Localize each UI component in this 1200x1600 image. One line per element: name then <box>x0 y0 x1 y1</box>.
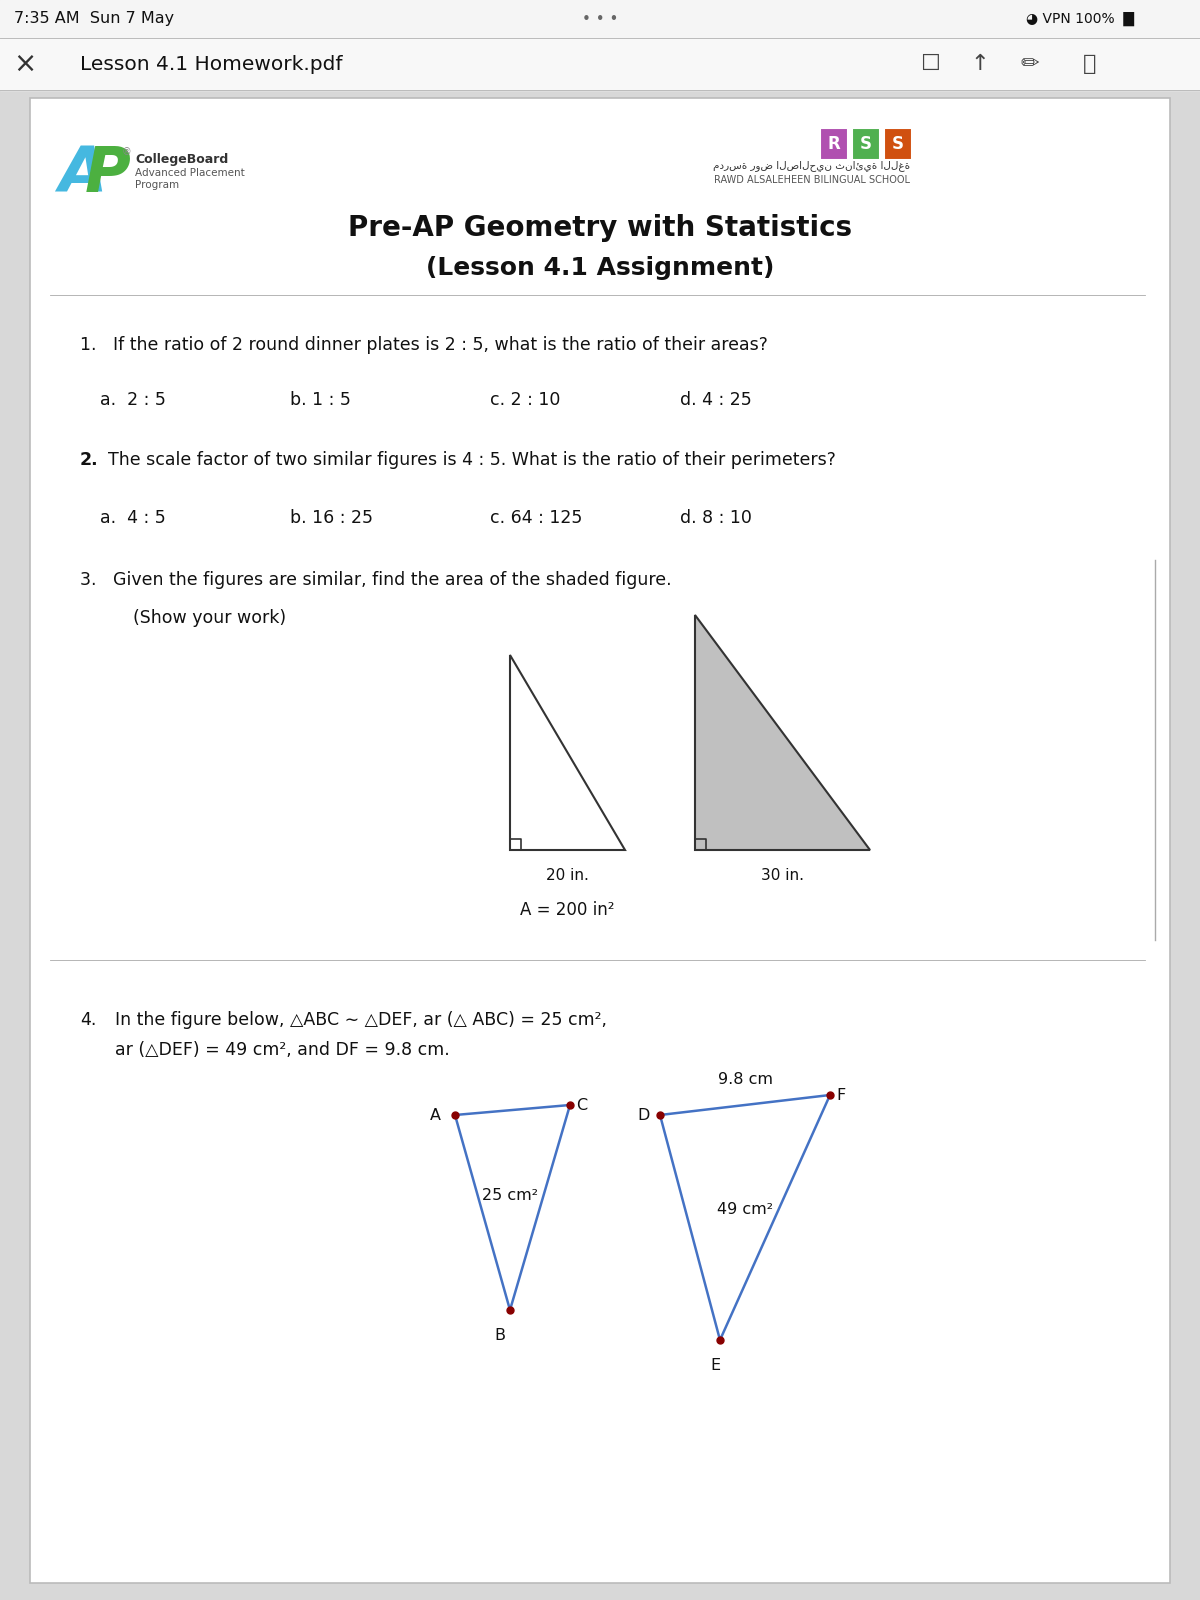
Bar <box>820 128 848 160</box>
Text: ☐: ☐ <box>920 54 940 74</box>
Text: مدرسة روض الصالحين ثنائية اللغة: مدرسة روض الصالحين ثنائية اللغة <box>713 160 910 171</box>
Text: Advanced Placement: Advanced Placement <box>134 168 245 178</box>
Text: (Show your work): (Show your work) <box>100 610 286 627</box>
Text: ®: ® <box>122 147 132 157</box>
Text: Program: Program <box>134 179 179 190</box>
Text: d. 8 : 10: d. 8 : 10 <box>680 509 752 526</box>
Text: Pre-AP Geometry with Statistics: Pre-AP Geometry with Statistics <box>348 214 852 242</box>
Text: c. 2 : 10: c. 2 : 10 <box>490 390 560 410</box>
Text: D: D <box>637 1107 650 1123</box>
Text: 25 cm²: 25 cm² <box>482 1187 538 1203</box>
Text: 30 in.: 30 in. <box>761 867 804 883</box>
Text: b. 1 : 5: b. 1 : 5 <box>290 390 350 410</box>
Polygon shape <box>455 1106 570 1310</box>
Polygon shape <box>660 1094 830 1341</box>
Text: In the figure below, △ABC ∼ △DEF, ar (△ ABC) = 25 cm²,: In the figure below, △ABC ∼ △DEF, ar (△ … <box>115 1011 607 1029</box>
Text: A: A <box>58 146 107 205</box>
Text: ×: × <box>13 50 37 78</box>
Text: ◕ VPN 100%  █: ◕ VPN 100% █ <box>1026 11 1134 26</box>
Bar <box>884 128 912 160</box>
Text: 4.: 4. <box>80 1011 96 1029</box>
Text: (Lesson 4.1 Assignment): (Lesson 4.1 Assignment) <box>426 256 774 280</box>
Bar <box>852 128 880 160</box>
Text: E: E <box>710 1358 720 1373</box>
Text: Lesson 4.1 Homework.pdf: Lesson 4.1 Homework.pdf <box>80 54 342 74</box>
Text: a.  4 : 5: a. 4 : 5 <box>100 509 166 526</box>
Text: 1.   If the ratio of 2 round dinner plates is 2 : 5, what is the ratio of their : 1. If the ratio of 2 round dinner plates… <box>80 336 768 354</box>
Text: a.  2 : 5: a. 2 : 5 <box>100 390 166 410</box>
Text: 49 cm²: 49 cm² <box>718 1203 773 1218</box>
Text: 20 in.: 20 in. <box>546 867 589 883</box>
Text: A = 200 in²: A = 200 in² <box>520 901 614 918</box>
Text: B: B <box>494 1328 505 1342</box>
Text: ar (△DEF) = 49 cm², and DF = 9.8 cm.: ar (△DEF) = 49 cm², and DF = 9.8 cm. <box>115 1042 450 1059</box>
Polygon shape <box>695 614 870 850</box>
Text: P: P <box>85 146 131 205</box>
Text: 2.: 2. <box>80 451 98 469</box>
Text: F: F <box>836 1088 845 1102</box>
Polygon shape <box>510 654 625 850</box>
Bar <box>0 0 1200 38</box>
Text: CollegeBoard: CollegeBoard <box>134 154 228 166</box>
Text: C: C <box>576 1098 587 1112</box>
Text: 7:35 AM  Sun 7 May: 7:35 AM Sun 7 May <box>14 11 174 27</box>
Text: ⧉: ⧉ <box>1084 54 1097 74</box>
Bar <box>0 38 1200 90</box>
Text: R: R <box>828 134 840 154</box>
Text: S: S <box>860 134 872 154</box>
Text: ✏: ✏ <box>1021 54 1039 74</box>
Text: ↑: ↑ <box>971 54 989 74</box>
Text: 9.8 cm: 9.8 cm <box>718 1072 773 1086</box>
Text: S: S <box>892 134 904 154</box>
Text: 3.   Given the figures are similar, find the area of the shaded figure.: 3. Given the figures are similar, find t… <box>80 571 672 589</box>
Text: b. 16 : 25: b. 16 : 25 <box>290 509 373 526</box>
Text: c. 64 : 125: c. 64 : 125 <box>490 509 582 526</box>
Text: d. 4 : 25: d. 4 : 25 <box>680 390 751 410</box>
Text: RAWD ALSALEHEEN BILINGUAL SCHOOL: RAWD ALSALEHEEN BILINGUAL SCHOOL <box>714 174 910 186</box>
Text: The scale factor of two similar figures is 4 : 5. What is the ratio of their per: The scale factor of two similar figures … <box>108 451 836 469</box>
Text: A: A <box>430 1107 442 1123</box>
Text: • • •: • • • <box>582 11 618 27</box>
